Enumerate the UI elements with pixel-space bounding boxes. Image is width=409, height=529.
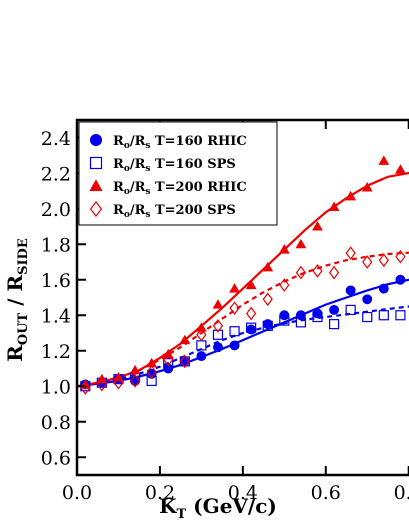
data-point-t-160-rhic: [295, 310, 306, 321]
data-point-t-200-sps: [345, 246, 356, 260]
x-tick-label: 0.0: [62, 482, 92, 504]
plot-frame: [75, 118, 409, 477]
data-point-t-200-sps: [113, 375, 124, 390]
data-points: [79, 155, 406, 395]
data-point-t-160-sps: [378, 310, 389, 321]
data-point-t-160-sps: [279, 315, 290, 326]
legend-label-t-160-sps: Ro/Rs T=160 SPS: [113, 157, 236, 174]
data-point-t-200-sps: [229, 301, 240, 316]
legend-label-t-160-rhic: Ro/Rs T=160 RHIC: [113, 134, 247, 151]
data-point-t-160-rhic: [229, 340, 240, 351]
data-point-t-200-sps: [163, 352, 174, 367]
data-point-t-200-rhic: [195, 322, 207, 332]
data-point-t-160-sps: [229, 326, 240, 337]
data-point-t-160-rhic: [329, 304, 340, 315]
data-point-t-160-rhic: [179, 356, 190, 367]
data-point-t-160-rhic: [312, 308, 323, 319]
data-point-t-200-rhic: [129, 364, 141, 375]
data-point-t-160-rhic: [213, 342, 223, 353]
data-point-t-160-rhic: [345, 285, 356, 296]
data-point-t-200-sps: [196, 327, 207, 342]
data-point-t-200-rhic: [245, 279, 257, 290]
data-point-t-160-sps: [395, 310, 406, 321]
legend-marker-t-160-sps: [89, 156, 103, 170]
data-point-t-160-rhic: [378, 283, 389, 294]
data-point-t-200-rhic: [229, 283, 240, 293]
y-tick-label: 0.8: [41, 412, 71, 434]
data-point-t-200-sps: [246, 306, 257, 321]
data-point-t-200-rhic: [146, 357, 158, 368]
y-axis-title: ROUT / RSIDE: [3, 238, 31, 362]
x-tick-label: 0.2: [145, 482, 175, 504]
data-point-t-200-rhic: [295, 238, 307, 249]
data-point-t-200-sps: [395, 249, 406, 264]
data-point-t-200-rhic: [179, 334, 191, 345]
data-point-t-160-rhic: [362, 294, 373, 305]
data-point-t-200-rhic: [345, 190, 357, 201]
y-tick-label: 2.0: [41, 199, 71, 221]
axis-ticks: 0.0 0.2 0.4 0.6 0.8 0.6 0.8 1.0 1.2 1.4 1.6 1.8 2.0 2…: [41, 120, 409, 504]
data-point-t-160-sps: [262, 320, 273, 331]
data-point-t-200-sps: [312, 264, 323, 278]
data-point-t-200-sps: [212, 319, 224, 333]
legend-label-t-200-sps: Ro/Rs T=200 SPS: [113, 203, 236, 220]
x-tick-label: 0.8: [394, 482, 409, 504]
data-point-t-200-rhic: [361, 182, 373, 192]
data-point-t-200-rhic: [312, 221, 323, 231]
y-tick-label: 2.2: [41, 163, 71, 185]
data-point-t-160-sps: [246, 322, 257, 333]
data-point-t-160-sps: [163, 358, 174, 369]
data-point-t-200-rhic: [328, 201, 340, 212]
data-point-t-160-sps: [212, 329, 224, 340]
data-point-t-160-rhic: [196, 351, 207, 362]
x-tick-label: 0.6: [311, 482, 341, 504]
fit-curve-t-200-sps: [76, 251, 409, 388]
data-point-t-200-sps: [146, 365, 157, 379]
legend-marker-t-200-sps: [89, 200, 103, 218]
data-point-t-160-sps: [146, 375, 157, 387]
y-tick-label: 1.2: [41, 341, 71, 363]
data-point-t-200-rhic: [262, 261, 274, 272]
data-point-t-200-sps: [295, 265, 307, 280]
legend-label-t-200-rhic: Ro/Rs T=200 RHIC: [113, 180, 247, 197]
y-tick-label: 1.8: [41, 234, 71, 256]
data-point-t-200-sps: [262, 292, 273, 307]
data-point-t-160-rhic: [395, 274, 406, 285]
y-tick-label: 2.4: [41, 128, 71, 150]
x-axis-title: KT (GeV/c): [159, 494, 277, 522]
data-point-t-200-sps: [378, 253, 389, 268]
data-point-t-160-sps: [295, 317, 307, 328]
data-point-t-200-rhic: [395, 164, 406, 174]
fit-curve-t-160-sps: [76, 305, 409, 388]
data-point-t-200-sps: [279, 278, 290, 292]
data-point-t-160-sps: [345, 304, 356, 316]
legend: Ro/Rs T=160 RHIC Ro/Rs T=160 SPS Ro/Rs T=2…: [78, 121, 278, 226]
data-point-t-160-rhic: [262, 319, 273, 330]
y-tick-label: 1.6: [41, 270, 71, 292]
data-point-t-160-sps: [328, 319, 340, 330]
data-point-t-160-sps: [362, 311, 373, 323]
data-point-t-200-sps: [129, 374, 141, 388]
y-tick-label: 1.0: [41, 376, 71, 398]
data-point-t-160-rhic: [163, 363, 174, 374]
x-tick-label: 0.4: [228, 482, 258, 504]
data-point-t-200-rhic: [378, 155, 390, 165]
data-point-t-200-sps: [362, 255, 373, 269]
data-point-t-160-sps: [312, 311, 323, 323]
data-point-t-160-rhic: [130, 375, 140, 386]
legend-box: [78, 121, 278, 226]
data-point-t-160-rhic: [279, 310, 290, 321]
y-tick-label: 0.6: [41, 447, 71, 469]
data-point-t-200-rhic: [212, 299, 224, 309]
data-point-t-200-sps: [179, 354, 190, 369]
data-point-t-200-rhic: [278, 244, 290, 254]
data-point-t-200-sps: [96, 377, 108, 392]
legend-marker-t-200-rhic: [89, 179, 103, 191]
data-point-t-160-rhic: [246, 324, 257, 335]
y-tick-label: 1.4: [41, 305, 71, 327]
legend-marker-t-160-rhic: [89, 133, 103, 147]
data-point-t-200-sps: [328, 265, 340, 280]
